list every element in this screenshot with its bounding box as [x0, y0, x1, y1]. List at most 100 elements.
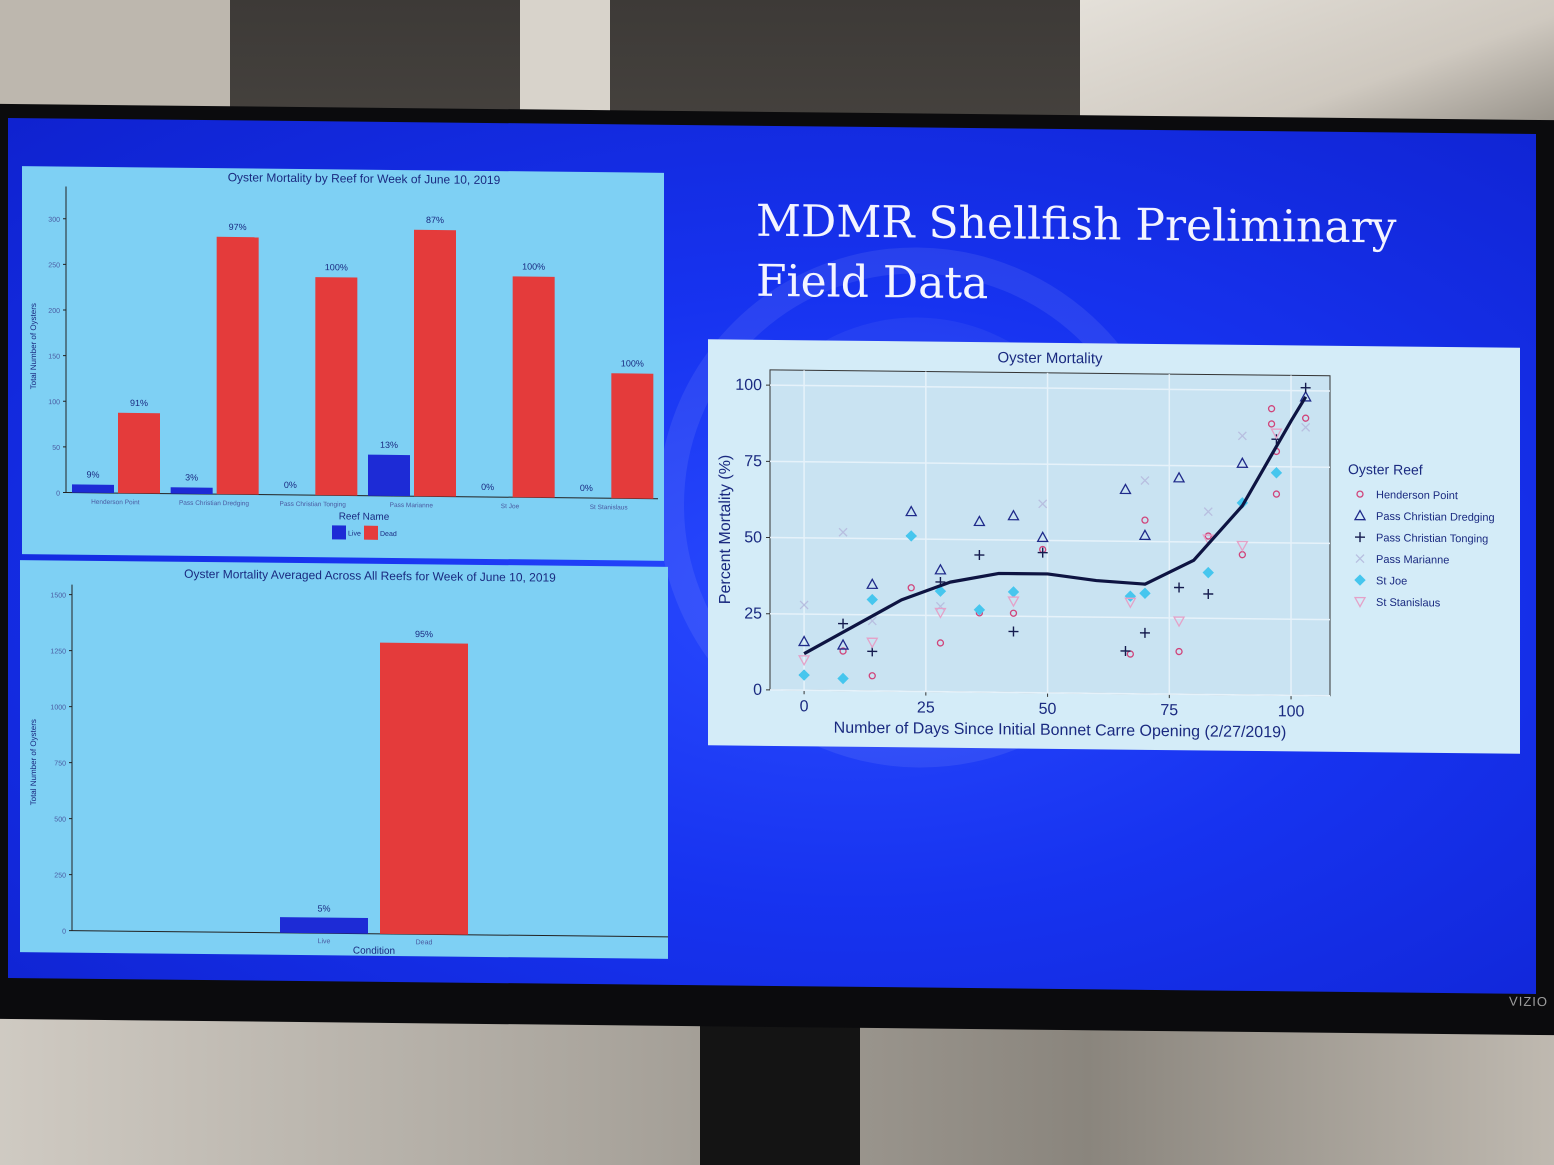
- bar-data-label: 13%: [380, 440, 398, 450]
- y-tick-label: 1000: [50, 704, 66, 711]
- point-pass-christian-dredging: [1036, 531, 1049, 543]
- x-tick-label: 75: [1160, 702, 1178, 719]
- x-tick-label: Live: [318, 938, 331, 945]
- legend-marker-st-stanislaus: [1353, 596, 1367, 608]
- point-st-joe: [1139, 587, 1151, 599]
- bar-dead: [315, 277, 358, 496]
- point-pass-christian-dredging: [1119, 483, 1132, 495]
- point-pass-christian-tonging: [1174, 582, 1185, 593]
- legend-marker-henderson-point: [1356, 490, 1364, 498]
- y-tick-label: 0: [56, 490, 60, 497]
- y-tick-label: 25: [744, 605, 762, 622]
- legend-marker-st-joe: [1354, 574, 1366, 586]
- point-st-stanislaus: [1172, 616, 1186, 628]
- x-axis-line: [66, 492, 658, 500]
- point-pass-christian-dredging: [1172, 471, 1186, 483]
- y-tick-label: 0: [753, 682, 762, 699]
- slide-title-line2: Field Data: [756, 255, 989, 310]
- point-pass-marianne: [838, 527, 848, 537]
- average-bar-chart: Oyster Mortality Averaged Across All Ree…: [29, 567, 668, 957]
- x-tick-label: St Joe: [501, 503, 520, 510]
- y-tick-label: 500: [54, 816, 66, 823]
- point-pass-christian-dredging: [797, 635, 811, 647]
- y-axis-label: Total Number of Oysters: [29, 719, 38, 805]
- point-henderson-point: [1267, 405, 1276, 413]
- x-axis-label: Reef Name: [339, 511, 390, 523]
- slide-title: MDMR Shellfish Preliminary Field Data: [756, 192, 1456, 319]
- legend-swatch-dead: [364, 525, 378, 540]
- legend-label: Pass Christian Dredging: [1376, 511, 1495, 524]
- y-tick-label: 750: [54, 760, 66, 767]
- y-axis-label: Total Number of Oysters: [29, 303, 38, 389]
- chart-title: Oyster Mortality by Reef for Week of Jun…: [228, 170, 501, 187]
- y-tick-label: 300: [48, 217, 60, 224]
- point-pass-marianne: [1038, 499, 1048, 509]
- point-st-joe: [973, 604, 986, 616]
- bar-dead: [512, 276, 555, 498]
- point-st-joe: [934, 585, 947, 597]
- bar-dead: [611, 373, 654, 499]
- point-st-joe: [1270, 467, 1283, 479]
- point-pass-christian-tonging: [1120, 645, 1131, 656]
- legend-marker-pass-marianne: [1355, 554, 1365, 564]
- x-tick-label: 0: [800, 698, 809, 715]
- trend-line: [803, 395, 1308, 656]
- point-pass-christian-tonging: [974, 549, 985, 560]
- y-tick-label: 250: [54, 872, 66, 879]
- x-tick-label: Henderson Point: [91, 499, 140, 507]
- point-pass-christian-dredging: [1236, 456, 1249, 468]
- slide-screen: MDMR Shellfish Preliminary Field Data Oy…: [8, 117, 1536, 994]
- plot-area: [769, 369, 1331, 697]
- y-tick-label: 250: [48, 262, 60, 269]
- point-henderson-point: [1302, 414, 1310, 422]
- point-henderson-point: [907, 584, 915, 592]
- point-henderson-point: [1141, 516, 1149, 524]
- bar-data-label: 9%: [86, 470, 99, 480]
- point-pass-christian-dredging: [905, 505, 918, 517]
- bar-data-label: 100%: [325, 262, 348, 272]
- point-st-joe: [1202, 566, 1214, 579]
- point-pass-marianne: [1203, 507, 1213, 517]
- point-pass-marianne: [1237, 431, 1247, 441]
- bar-data-label: 0%: [284, 480, 297, 490]
- point-pass-marianne: [1301, 422, 1311, 432]
- bar-data-label: 97%: [229, 222, 247, 232]
- point-pass-christian-dredging: [973, 515, 986, 527]
- bar-live: [72, 484, 114, 494]
- bar-data-label: 5%: [317, 904, 330, 914]
- point-pass-marianne: [1140, 476, 1150, 486]
- y-tick-label: 1250: [50, 648, 66, 655]
- point-st-stanislaus: [866, 637, 879, 649]
- mortality-scatter-panel: Oyster Mortality 0 25 50 75 100 0 25 50 75 100 Numb…: [708, 339, 1520, 754]
- tv-frame: MDMR Shellfish Preliminary Field Data Oy…: [0, 103, 1554, 1036]
- y-grid-line: [770, 384, 1330, 392]
- bar-dead: [216, 236, 259, 495]
- bar-data-label: 100%: [522, 262, 545, 272]
- legend-label: Pass Marianne: [1376, 554, 1449, 567]
- y-tick-label: 50: [744, 529, 762, 546]
- y-tick-label: 75: [744, 453, 762, 470]
- x-tick-label: Dead: [416, 939, 433, 946]
- point-henderson-point: [868, 672, 876, 680]
- x-tick-label: 50: [1039, 701, 1057, 718]
- y-tick-label: 200: [48, 308, 60, 315]
- x-tick-label: St Stanislaus: [590, 504, 629, 511]
- y-tick-label: 1500: [50, 592, 66, 599]
- chart-title: Oyster Mortality: [997, 349, 1103, 367]
- bar-data-label: 3%: [185, 472, 198, 482]
- y-tick-label: 0: [62, 929, 66, 936]
- x-tick-label: Pass Christian Tonging: [279, 501, 346, 509]
- x-tick-label: 25: [917, 699, 935, 716]
- bar-data-label: 95%: [415, 629, 433, 639]
- chart-title: Oyster Mortality Averaged Across All Ree…: [184, 567, 556, 585]
- y-grid-line: [770, 536, 1330, 545]
- y-grid-line: [770, 689, 1330, 697]
- legend-label: Live: [348, 531, 361, 538]
- legend-label: Dead: [380, 531, 397, 538]
- point-pass-christian-tonging: [1037, 547, 1048, 558]
- x-axis-label: Condition: [353, 946, 395, 957]
- legend-label: St Joe: [1376, 575, 1407, 587]
- legend-label: St Stanislaus: [1376, 597, 1441, 610]
- bar-data-label: 0%: [481, 482, 494, 492]
- bar-live: [280, 917, 368, 934]
